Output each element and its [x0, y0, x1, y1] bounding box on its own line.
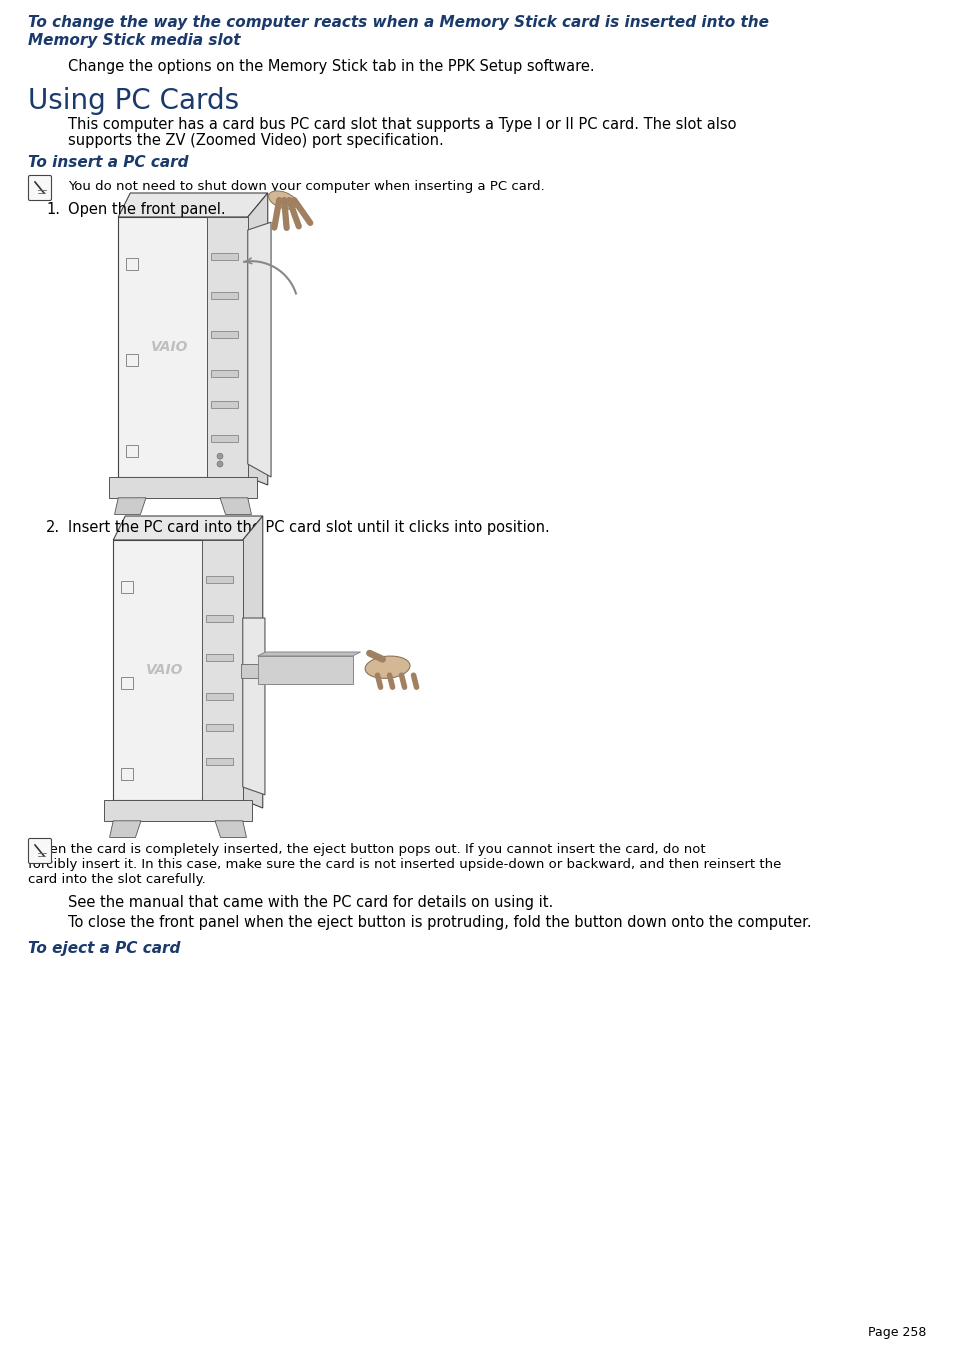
- Text: forcibly insert it. In this case, make sure the card is not inserted upside-down: forcibly insert it. In this case, make s…: [28, 858, 781, 871]
- Circle shape: [216, 461, 223, 467]
- Bar: [126, 258, 137, 270]
- Polygon shape: [109, 477, 256, 497]
- Polygon shape: [257, 657, 353, 684]
- Text: When the card is completely inserted, the eject button pops out. If you cannot i: When the card is completely inserted, th…: [28, 843, 705, 857]
- FancyBboxPatch shape: [29, 176, 51, 200]
- Polygon shape: [113, 540, 242, 800]
- Bar: [241, 663, 274, 678]
- Bar: [126, 354, 137, 366]
- Text: You do not need to shut down your computer when inserting a PC card.: You do not need to shut down your comput…: [68, 180, 544, 193]
- Bar: [211, 370, 238, 377]
- Polygon shape: [257, 653, 360, 657]
- Bar: [206, 758, 233, 765]
- Polygon shape: [114, 497, 146, 515]
- Text: VAIO: VAIO: [152, 340, 189, 354]
- Polygon shape: [113, 516, 262, 540]
- Bar: [211, 253, 238, 259]
- Text: To close the front panel when the eject button is protruding, fold the button do: To close the front panel when the eject …: [68, 915, 811, 929]
- Bar: [120, 581, 132, 593]
- Bar: [120, 767, 132, 780]
- Polygon shape: [214, 821, 246, 838]
- Text: supports the ZV (Zoomed Video) port specification.: supports the ZV (Zoomed Video) port spec…: [68, 132, 443, 149]
- Polygon shape: [118, 218, 248, 477]
- Polygon shape: [110, 821, 141, 838]
- Polygon shape: [220, 497, 252, 515]
- Text: To insert a PC card: To insert a PC card: [28, 155, 189, 170]
- Bar: [206, 615, 233, 621]
- Text: To eject a PC card: To eject a PC card: [28, 942, 180, 957]
- Text: Memory Stick media slot: Memory Stick media slot: [28, 32, 240, 49]
- Circle shape: [216, 453, 223, 459]
- Text: card into the slot carefully.: card into the slot carefully.: [28, 873, 206, 886]
- Polygon shape: [104, 800, 252, 821]
- Text: To change the way the computer reacts when a Memory Stick card is inserted into : To change the way the computer reacts wh…: [28, 15, 768, 30]
- Bar: [206, 693, 233, 700]
- Bar: [206, 576, 233, 584]
- Text: Change the options on the Memory Stick tab in the PPK Setup software.: Change the options on the Memory Stick t…: [68, 59, 594, 74]
- Polygon shape: [242, 617, 265, 794]
- Polygon shape: [248, 193, 268, 485]
- Bar: [211, 401, 238, 408]
- Text: Open the front panel.: Open the front panel.: [68, 203, 226, 218]
- Ellipse shape: [268, 190, 297, 209]
- Text: VAIO: VAIO: [146, 663, 184, 677]
- Text: This computer has a card bus PC card slot that supports a Type I or II PC card. : This computer has a card bus PC card slo…: [68, 118, 736, 132]
- Bar: [206, 654, 233, 661]
- Text: Insert the PC card into the PC card slot until it clicks into position.: Insert the PC card into the PC card slot…: [68, 520, 549, 535]
- Bar: [126, 444, 137, 457]
- Ellipse shape: [365, 657, 410, 678]
- Bar: [206, 724, 233, 731]
- FancyBboxPatch shape: [29, 839, 51, 863]
- Text: Using PC Cards: Using PC Cards: [28, 86, 239, 115]
- Text: Page 258: Page 258: [866, 1325, 925, 1339]
- Polygon shape: [248, 222, 271, 477]
- Bar: [211, 435, 238, 442]
- Text: See the manual that came with the PC card for details on using it.: See the manual that came with the PC car…: [68, 894, 553, 911]
- Text: 2.: 2.: [46, 520, 60, 535]
- Bar: [211, 331, 238, 338]
- Polygon shape: [202, 540, 242, 800]
- Text: 1.: 1.: [46, 203, 60, 218]
- Bar: [120, 677, 132, 689]
- Polygon shape: [242, 516, 262, 808]
- Bar: [211, 292, 238, 299]
- Polygon shape: [207, 218, 248, 477]
- Polygon shape: [118, 193, 268, 218]
